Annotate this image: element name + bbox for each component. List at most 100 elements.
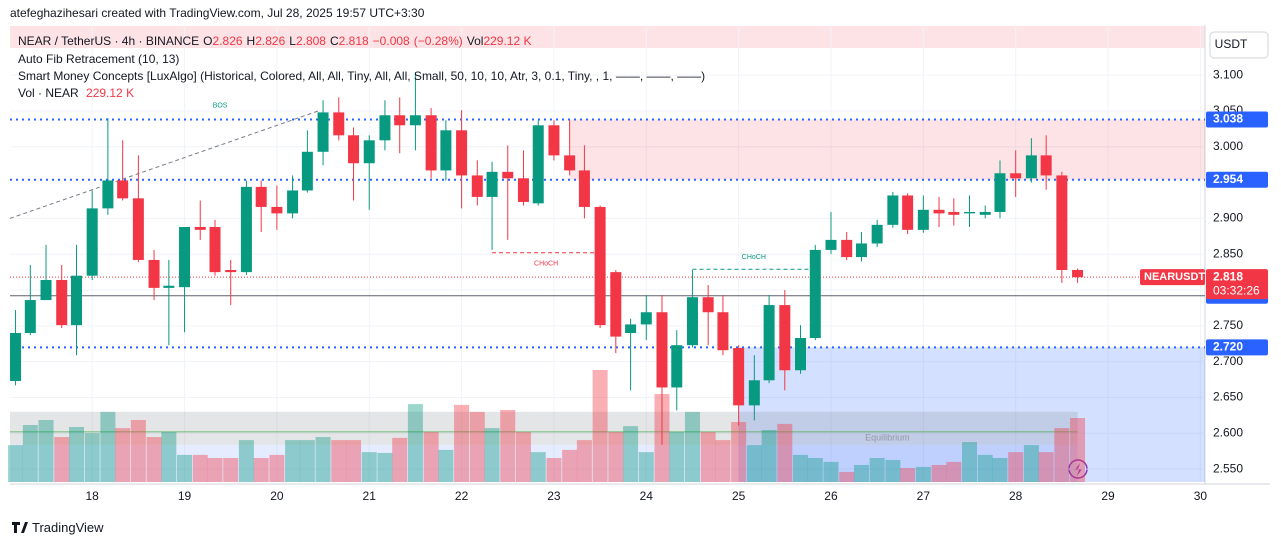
volume-bar: [853, 464, 869, 482]
volume-bar: [54, 437, 70, 482]
candle-body: [578, 170, 590, 207]
x-tick-label: 19: [178, 489, 192, 503]
candle-body: [933, 209, 945, 214]
candle-body: [471, 175, 483, 197]
candle-body: [640, 312, 652, 325]
candle-body: [40, 280, 52, 301]
volume-bar: [331, 440, 347, 482]
candle-body: [656, 312, 668, 388]
candle-body: [225, 269, 237, 273]
volume-bar: [777, 423, 793, 482]
candle-body: [24, 300, 36, 334]
change: −0.008: [372, 34, 410, 48]
volume-bar: [377, 452, 393, 482]
candle-body: [686, 297, 698, 346]
volume-bar: [253, 457, 269, 482]
volume-bar: [915, 466, 931, 482]
candle-body: [394, 115, 406, 126]
volume-bar: [931, 464, 947, 482]
candle-body: [1010, 173, 1022, 179]
volume-bar: [1054, 428, 1070, 482]
volume-bar: [285, 440, 301, 482]
volume-bar: [423, 432, 439, 482]
volume-bar: [946, 461, 962, 482]
symbol-badge: [1140, 269, 1205, 286]
volume-bar: [115, 428, 131, 482]
candle-body: [456, 130, 468, 176]
candle-body: [795, 338, 807, 371]
candle-body: [855, 243, 867, 258]
candle-body: [1072, 269, 1084, 278]
candle-body: [733, 348, 745, 406]
candle-body: [86, 208, 98, 276]
x-tick-label: 30: [1194, 489, 1208, 503]
volume-bar: [146, 437, 162, 482]
ohlc-item: O2.826: [203, 34, 242, 48]
candle-body: [255, 186, 267, 207]
candle-body: [1025, 155, 1037, 179]
candle-body: [1056, 175, 1068, 270]
y-tick-label: 2.850: [1213, 246, 1243, 260]
change-pct: (−0.28%): [413, 34, 463, 48]
volume-bar: [299, 440, 315, 482]
ohlc-name: C: [329, 34, 339, 48]
volume-bar: [68, 426, 84, 482]
x-tick-label: 25: [732, 489, 746, 503]
y-tick-label: 2.700: [1213, 354, 1243, 368]
candle-body: [548, 125, 560, 156]
candle-body: [964, 211, 976, 214]
volume-bar: [885, 459, 901, 482]
volume-bar: [1038, 452, 1054, 482]
candle-body: [902, 195, 914, 230]
candle-body: [10, 333, 22, 382]
zone: [738, 347, 1205, 482]
y-tick-label: 2.550: [1213, 461, 1243, 475]
candle-body: [486, 171, 498, 197]
candle-body: [702, 297, 714, 313]
x-tick-label: 28: [1009, 489, 1023, 503]
candle-body: [117, 180, 129, 199]
volume-bar: [346, 440, 362, 482]
price-badge-label: 3.038: [1213, 112, 1243, 126]
ohlc-value: 2.826: [255, 34, 286, 48]
x-tick-label: 22: [455, 489, 469, 503]
candle-body: [317, 112, 329, 152]
countdown: 03:32:26: [1213, 283, 1260, 297]
candle-body: [748, 380, 760, 406]
volume-bar: [746, 445, 762, 482]
candle-body: [148, 259, 160, 288]
currency-button[interactable]: [1209, 31, 1269, 59]
price-badge: [1206, 171, 1268, 188]
candle-body: [763, 305, 775, 381]
candle-body: [564, 155, 576, 171]
volume-bar: [1008, 452, 1024, 482]
candle-body: [717, 312, 729, 351]
volume-bar: [761, 430, 777, 482]
volume-bar: [807, 457, 823, 482]
volume-bar: [361, 452, 377, 482]
volume-bar: [315, 437, 331, 482]
volume-legend: Vol · NEAR 229.12 K: [18, 86, 138, 100]
candle-body: [502, 171, 514, 179]
volume-bar: [500, 409, 516, 482]
ohlc-value: 2.826: [212, 34, 243, 48]
price-badge: [1206, 339, 1268, 356]
volume-bar: [977, 454, 993, 482]
volume-bar: [715, 440, 731, 482]
y-tick-label: 2.650: [1213, 390, 1243, 404]
candle-body: [363, 140, 375, 164]
last-price-badge: [1206, 269, 1268, 300]
candle-body: [194, 226, 206, 230]
volume-bar: [84, 433, 100, 482]
volume-bar: [100, 411, 116, 482]
volume-bar: [130, 419, 146, 482]
candle-body: [779, 305, 791, 371]
candle-body: [379, 115, 391, 141]
brand-logo: [12, 522, 28, 533]
ohlc-name: L: [289, 34, 296, 48]
x-tick-label: 21: [363, 489, 377, 503]
ohlc-value: 2.818: [338, 34, 369, 48]
candle-body: [409, 115, 421, 126]
volume-bar: [469, 411, 485, 482]
volume-bar: [454, 404, 470, 482]
